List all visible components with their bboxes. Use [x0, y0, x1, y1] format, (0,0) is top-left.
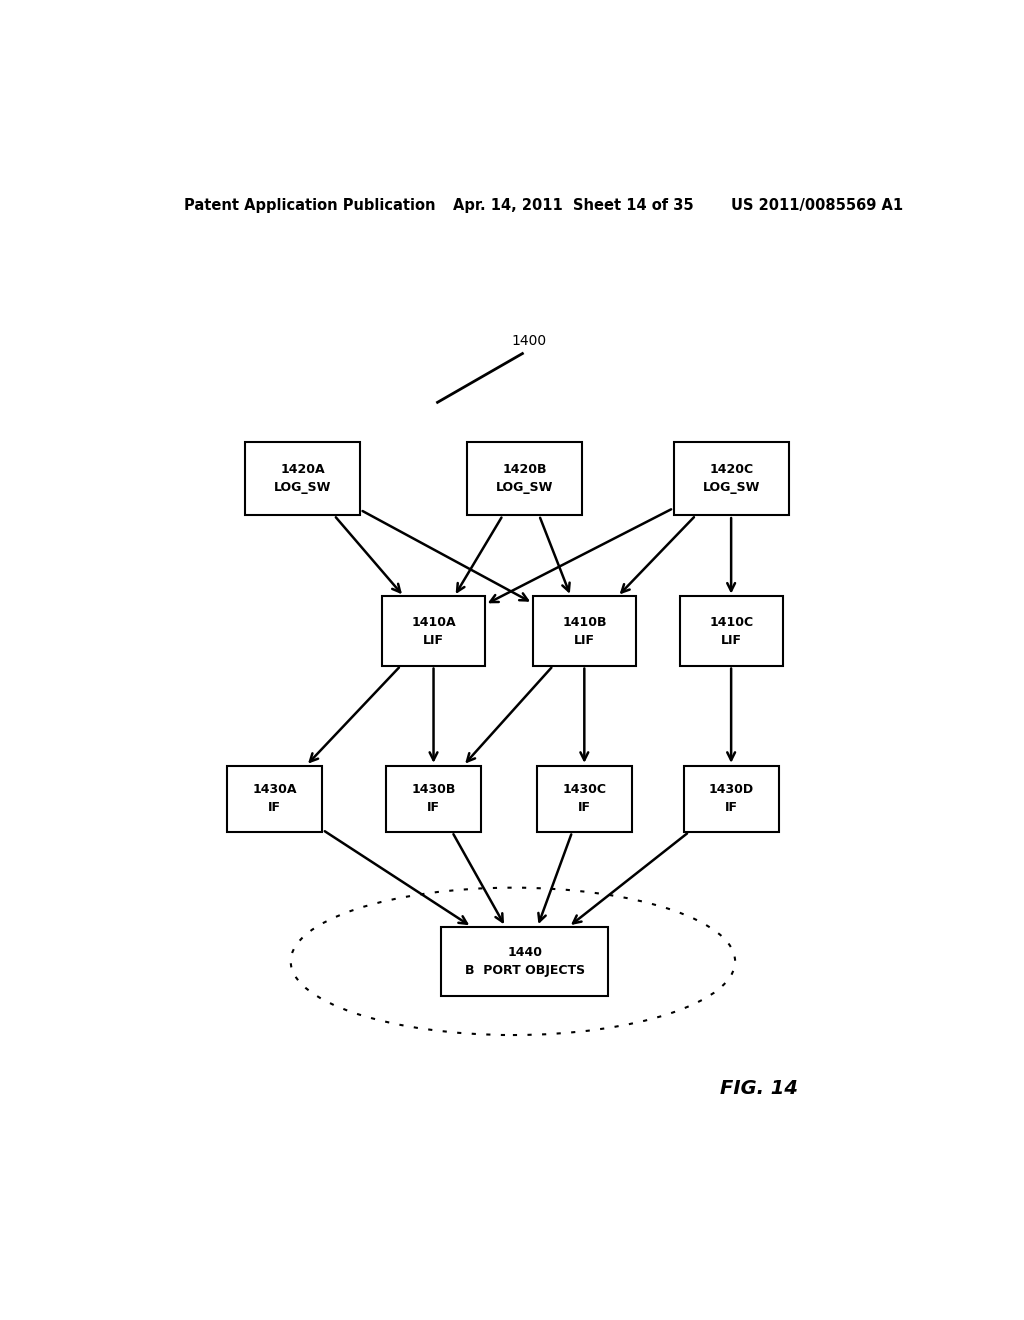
Text: 1430D
IF: 1430D IF: [709, 783, 754, 814]
FancyBboxPatch shape: [674, 442, 788, 515]
Text: 1420C
LOG_SW: 1420C LOG_SW: [702, 463, 760, 494]
FancyBboxPatch shape: [227, 766, 323, 832]
Text: 1420B
LOG_SW: 1420B LOG_SW: [496, 463, 554, 494]
FancyBboxPatch shape: [532, 597, 636, 665]
FancyBboxPatch shape: [441, 927, 608, 995]
FancyBboxPatch shape: [382, 597, 485, 665]
Text: Patent Application Publication: Patent Application Publication: [183, 198, 435, 213]
Text: US 2011/0085569 A1: US 2011/0085569 A1: [731, 198, 903, 213]
Text: 1420A
LOG_SW: 1420A LOG_SW: [273, 463, 332, 494]
Text: Apr. 14, 2011  Sheet 14 of 35: Apr. 14, 2011 Sheet 14 of 35: [454, 198, 694, 213]
FancyBboxPatch shape: [680, 597, 782, 665]
Text: 1400: 1400: [511, 334, 547, 348]
Text: 1410B
LIF: 1410B LIF: [562, 615, 606, 647]
Text: 1440
B  PORT OBJECTS: 1440 B PORT OBJECTS: [465, 946, 585, 977]
Text: 1410A
LIF: 1410A LIF: [412, 615, 456, 647]
Text: 1430B
IF: 1430B IF: [412, 783, 456, 814]
FancyBboxPatch shape: [467, 442, 583, 515]
Text: 1410C
LIF: 1410C LIF: [709, 615, 754, 647]
FancyBboxPatch shape: [245, 442, 360, 515]
Text: 1430A
IF: 1430A IF: [253, 783, 297, 814]
Text: FIG. 14: FIG. 14: [720, 1078, 798, 1098]
FancyBboxPatch shape: [386, 766, 481, 832]
FancyBboxPatch shape: [537, 766, 632, 832]
Text: 1430C
IF: 1430C IF: [562, 783, 606, 814]
FancyBboxPatch shape: [684, 766, 778, 832]
